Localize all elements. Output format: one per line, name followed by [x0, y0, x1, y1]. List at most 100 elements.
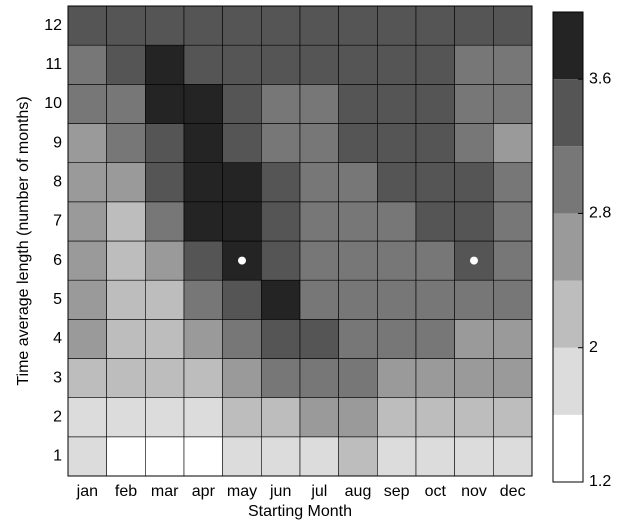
heatmap-cell: [454, 358, 494, 398]
heatmap-cell: [493, 279, 533, 320]
y-tick-label: 8: [53, 173, 62, 190]
heatmap-cell: [183, 123, 223, 163]
y-tick-label: 2: [53, 408, 62, 425]
colorbar-frame: [552, 11, 584, 483]
y-tick-label: 9: [53, 134, 62, 151]
heatmap-cell: [377, 436, 417, 477]
heatmap-cell: [377, 44, 417, 85]
heatmap-cell: [415, 436, 455, 477]
heatmap-cell: [261, 123, 301, 163]
heatmap-cell: [338, 5, 378, 46]
y-tick-label: 7: [53, 213, 62, 230]
heatmap-cell: [183, 319, 223, 359]
heatmap-cell: [415, 162, 455, 203]
heatmap-cell: [67, 44, 107, 85]
heatmap-cell: [338, 162, 378, 203]
heatmap-cell: [222, 44, 262, 85]
heatmap-cell: [493, 162, 533, 203]
heatmap-cell: [299, 162, 339, 203]
heatmap-cell: [261, 358, 301, 398]
y-tick-label: 3: [53, 369, 62, 386]
heatmap-cell: [299, 44, 339, 85]
x-axis-title: Starting Month: [248, 503, 352, 520]
colorbar-segment: [553, 347, 583, 415]
colorbar-segment: [553, 79, 583, 147]
colorbar-segment: [553, 12, 583, 80]
heatmap-cell: [338, 279, 378, 320]
heatmap-cell: [183, 397, 223, 438]
heatmap-cell: [261, 240, 301, 281]
heatmap-cell: [67, 162, 107, 203]
heatmap-cell: [299, 436, 339, 477]
x-tick-label: aug: [345, 483, 372, 500]
heatmap-cell: [415, 5, 455, 46]
heatmap-cell: [222, 436, 262, 477]
colorbar-segment: [553, 280, 583, 348]
heatmap-cell: [454, 84, 494, 124]
heatmap-cell: [183, 5, 223, 46]
heatmap-cell: [377, 201, 417, 242]
heatmap-cell: [493, 84, 533, 124]
y-tick-label: 4: [53, 330, 62, 347]
heatmap-cell: [338, 123, 378, 163]
y-tick-label: 5: [53, 291, 62, 308]
heatmap-cell: [183, 436, 223, 477]
heatmap-cell: [493, 5, 533, 46]
heatmap-cell: [67, 436, 107, 477]
heatmap-cell: [338, 436, 378, 477]
heatmap-cell: [106, 84, 146, 124]
heatmap-cell: [338, 319, 378, 359]
heatmap-cell: [493, 358, 533, 398]
x-tick-label: dec: [500, 483, 526, 500]
heatmap-cell: [145, 44, 185, 85]
heatmap-cell: [415, 397, 455, 438]
heatmap-cell: [106, 44, 146, 85]
heatmap-cell: [183, 279, 223, 320]
heatmap-cell: [299, 279, 339, 320]
heatmap-cell: [415, 240, 455, 281]
x-tick-label: feb: [115, 483, 137, 500]
heatmap-cell: [454, 44, 494, 85]
heatmap-cell: [145, 358, 185, 398]
x-tick-label: apr: [192, 483, 216, 500]
heatmap-cell: [67, 84, 107, 124]
x-tick-label: jun: [269, 483, 291, 500]
heatmap-cell: [493, 397, 533, 438]
heatmap-cell: [454, 436, 494, 477]
y-tick-label: 1: [53, 448, 62, 465]
heatmap-cell: [454, 201, 494, 242]
heatmap-cell: [67, 319, 107, 359]
y-tick-label: 12: [44, 17, 62, 34]
heatmap-cell: [454, 5, 494, 46]
heatmap-cell: [261, 84, 301, 124]
heatmap-cell: [493, 240, 533, 281]
heatmap-cell: [106, 240, 146, 281]
heatmap-cell: [67, 240, 107, 281]
heatmap-cell: [377, 5, 417, 46]
heatmap-cell: [377, 358, 417, 398]
y-axis-title: Time average length (number of months): [15, 96, 32, 385]
heatmap-cell: [67, 397, 107, 438]
heatmap-cell: [106, 358, 146, 398]
heatmap-cell: [106, 436, 146, 477]
heatmap-cell: [67, 358, 107, 398]
x-tick-label: jul: [310, 483, 327, 500]
heatmap-cell: [415, 84, 455, 124]
heatmap-cell: [261, 162, 301, 203]
x-tick-label: may: [227, 483, 257, 500]
heatmap-cell: [377, 162, 417, 203]
heatmap-cell: [145, 279, 185, 320]
heatmap-cell: [338, 358, 378, 398]
heatmap-cell: [454, 279, 494, 320]
heatmap-cell: [493, 123, 533, 163]
heatmap-cell: [183, 84, 223, 124]
heatmap-cell: [299, 123, 339, 163]
heatmap-cell: [183, 240, 223, 281]
heatmap-cell: [377, 240, 417, 281]
heatmap-cell: [454, 162, 494, 203]
heatmap-cell: [261, 319, 301, 359]
heatmap-cell: [261, 436, 301, 477]
marker: [238, 256, 246, 265]
heatmap-cell: [338, 240, 378, 281]
